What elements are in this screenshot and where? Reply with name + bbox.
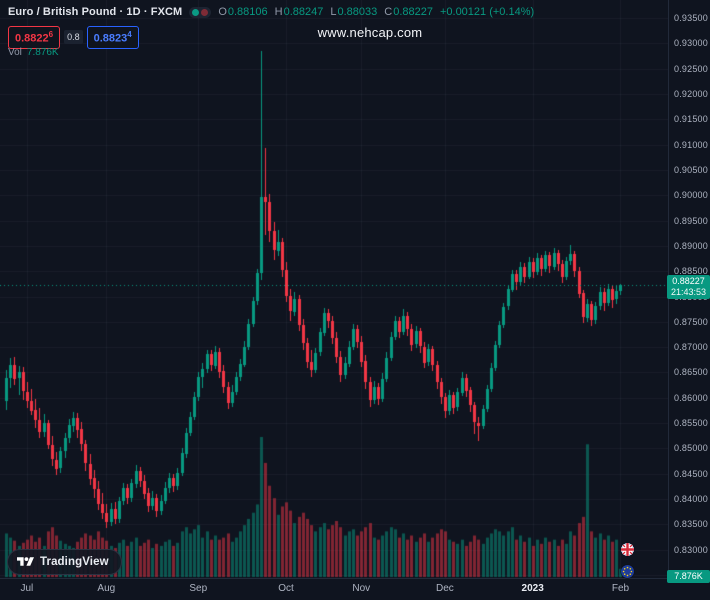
eur-flag-icon[interactable] [620, 564, 635, 579]
time-axis-label: Oct [278, 583, 294, 594]
open-value: 0.88106 [227, 6, 268, 18]
trade-buttons: 0.88226 0.8 0.88234 [8, 26, 139, 49]
chart-legend: Euro / British Pound · 1D · FXCM O 0.8810… [8, 6, 534, 18]
low-label: L [330, 6, 337, 18]
tradingview-label: TradingView [40, 556, 109, 568]
time-axis-label: Sep [189, 583, 208, 594]
buy-sell-toggle-icon[interactable] [189, 6, 212, 18]
price-axis-label: 0.92500 [674, 63, 708, 74]
open-label: O [218, 6, 227, 18]
price-axis-label: 0.89500 [674, 215, 708, 226]
high-value: 0.88247 [283, 6, 324, 18]
price-axis-label: 0.86500 [674, 367, 708, 378]
price-axis-label: 0.85000 [674, 443, 708, 454]
time-axis-label: 2023 [521, 583, 544, 594]
price-axis-label: 0.91000 [674, 139, 708, 150]
price-axis-label: 0.92000 [674, 88, 708, 99]
tradingview-logo-icon [17, 557, 34, 566]
last-price-value: 0.88227 [672, 276, 705, 286]
time-axis-label: Feb [611, 583, 630, 594]
buy-button[interactable]: 0.88234 [86, 26, 139, 49]
ohlc-values: O 0.88106 H 0.88247 L 0.88033 C 0.88227 [218, 6, 433, 18]
last-price-badge: 0.88227 21:43:53 [667, 275, 710, 299]
price-axis-label: 0.88500 [674, 266, 708, 277]
price-axis-label: 0.84000 [674, 494, 708, 505]
time-axis-label: Dec [435, 583, 454, 594]
price-axis-label: 0.83500 [674, 519, 708, 530]
volume-label: Vol [8, 47, 22, 58]
time-axis-label: Jul [20, 583, 34, 594]
price-axis-label: 0.93500 [674, 13, 708, 23]
low-value: 0.88033 [337, 6, 378, 18]
volume-legend: Vol 7.876K [8, 47, 59, 58]
volume-axis-badge: 7.876K [667, 570, 710, 583]
price-axis-label: 0.84500 [674, 468, 708, 479]
price-axis-label: 0.87500 [674, 316, 708, 327]
candlestick-chart-canvas[interactable] [0, 0, 668, 578]
price-axis-label: 0.89000 [674, 240, 708, 251]
price-axis-label: 0.90000 [674, 190, 708, 201]
price-axis-label: 0.90500 [674, 164, 708, 175]
price-axis-label: 0.87000 [674, 342, 708, 353]
time-axis-label: Nov [352, 583, 371, 594]
close-value: 0.88227 [393, 6, 433, 18]
sell-button[interactable]: 0.88226 [8, 26, 61, 49]
price-axis-label: 0.85500 [674, 418, 708, 429]
high-label: H [274, 6, 283, 18]
toggle-green-dot-icon [192, 8, 200, 16]
bar-countdown: 21:43:53 [670, 287, 707, 297]
price-axis-label: 0.86000 [674, 392, 708, 403]
time-axis-label: Aug [97, 583, 116, 594]
tradingview-attribution[interactable]: TradingView [7, 549, 122, 575]
close-label: C [384, 6, 393, 18]
change-value: +0.00121 (+0.14%) [439, 6, 535, 18]
time-axis[interactable]: Jul Aug Sep Oct Nov Dec 2023 Feb [0, 578, 710, 600]
price-axis-label: 0.93000 [674, 38, 708, 49]
price-axis-label: 0.91500 [674, 114, 708, 125]
watermark-text: www.nehcap.com [317, 25, 423, 40]
gbp-flag-icon[interactable] [620, 542, 635, 557]
volume-value: 7.876K [26, 47, 59, 58]
symbol-title[interactable]: Euro / British Pound · 1D · FXCM [8, 6, 183, 18]
toggle-red-dot-icon [201, 8, 209, 16]
spread-value: 0.8 [64, 30, 83, 45]
price-axis-label: 0.83000 [674, 544, 708, 555]
